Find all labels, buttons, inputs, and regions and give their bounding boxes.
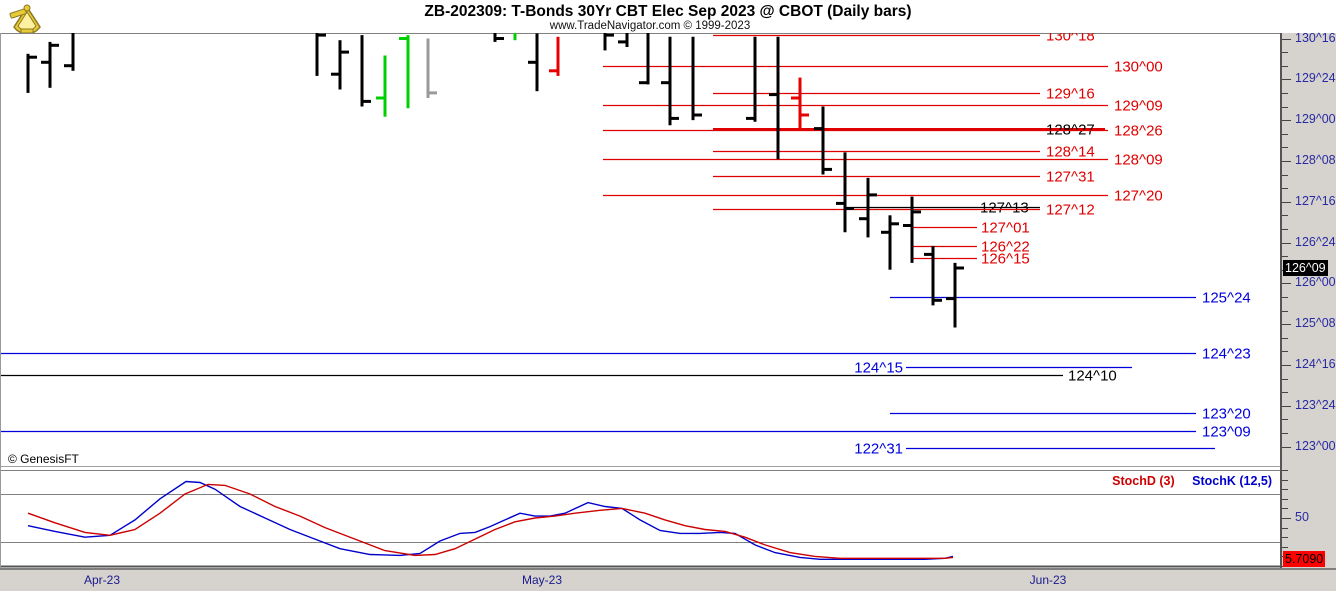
- price-axis-label: 126^24: [1295, 234, 1336, 249]
- price-axis-label: 124^16: [1295, 356, 1336, 371]
- price-line-label: 124^23: [1202, 346, 1251, 363]
- price-line-label: 127^12: [1046, 202, 1095, 219]
- price-axis-label: 128^08: [1295, 152, 1336, 167]
- stochastic-legend: StochD (3) StochK (12,5): [0, 474, 1272, 488]
- price-axis-tick: [1282, 79, 1291, 81]
- price-line-label: 126^22: [981, 239, 1030, 256]
- price-axis-tick: [1282, 228, 1288, 230]
- last-price-badge: 126^09: [1283, 260, 1328, 276]
- price-axis-tick: [1282, 405, 1291, 407]
- date-axis[interactable]: Apr-23 May-23 Jun-23: [0, 568, 1336, 591]
- price-axis-tick: [1282, 256, 1288, 258]
- price-axis-label: 129^00: [1295, 112, 1336, 127]
- price-line-label: 129^16: [1046, 86, 1095, 103]
- price-axis-tick: [1282, 242, 1291, 244]
- price-line-label: 124^10: [1068, 368, 1117, 385]
- stoch-axis-tick: [1282, 498, 1288, 500]
- price-axis-tick: [1282, 120, 1291, 122]
- price-axis-tick: [1282, 364, 1291, 366]
- chart-header: ZB-202309: T-Bonds 30Yr CBT Elec Sep 202…: [0, 0, 1336, 35]
- price-line-label: 125^24: [1202, 290, 1251, 307]
- genesisft-watermark: © GenesisFT: [8, 452, 79, 466]
- stoch-axis-tick: [1282, 518, 1291, 519]
- price-axis-label: 125^08: [1295, 316, 1336, 331]
- price-line-label: 129^09: [1114, 98, 1163, 115]
- price-axis-tick: [1282, 446, 1291, 448]
- price-axis-tick: [1282, 310, 1288, 312]
- price-axis-tick: [1282, 38, 1291, 40]
- stoch-axis-tick: [1282, 527, 1288, 529]
- price-axis-label: 126^00: [1295, 275, 1336, 290]
- price-axis-tick: [1282, 392, 1288, 394]
- price-axis-tick: [1282, 174, 1288, 176]
- price-line-label: 127^01: [981, 220, 1030, 237]
- chart-left-border: [0, 33, 1, 568]
- price-axis-label: 123^24: [1295, 397, 1336, 412]
- price-axis-tick: [1282, 296, 1288, 298]
- stoch-axis-tick: [1282, 537, 1288, 539]
- price-line-label: 128^26: [1114, 123, 1163, 140]
- price-line-label: 127^13: [980, 200, 1029, 217]
- price-axis-tick: [1282, 106, 1288, 108]
- price-axis-tick: [1282, 419, 1288, 421]
- price-line-label: 123^09: [1202, 424, 1251, 441]
- price-axis-label: 123^00: [1295, 438, 1336, 453]
- price-axis-label: 127^16: [1295, 193, 1336, 208]
- price-axis-tick: [1282, 65, 1288, 67]
- price-axis-tick: [1282, 283, 1291, 285]
- stoch-series-stochd: [27, 483, 954, 559]
- price-line-label: 127^20: [1114, 188, 1163, 205]
- price-line-label: 124^15: [854, 360, 903, 377]
- trade-navigator-logo-icon[interactable]: [8, 1, 46, 35]
- stoch-axis-tick: [1282, 479, 1288, 481]
- price-axis-tick: [1282, 201, 1291, 203]
- price-axis-tick: [1282, 351, 1288, 353]
- price-axis-tick: [1282, 188, 1288, 190]
- date-axis-label: May-23: [521, 573, 563, 587]
- date-axis-label: Apr-23: [83, 573, 121, 587]
- stoch-axis-label: 50: [1295, 510, 1309, 524]
- price-axis-tick: [1282, 92, 1288, 94]
- price-line-label: 122^31: [854, 441, 903, 458]
- price-line-label: 128^14: [1046, 144, 1095, 161]
- stoch-axis-tick: [1282, 489, 1288, 491]
- stoch-series-stochk: [27, 480, 954, 560]
- stochastic-panel[interactable]: [0, 468, 1280, 568]
- stochk-legend-label[interactable]: StochK (12,5): [1192, 474, 1272, 488]
- price-axis-tick: [1282, 337, 1288, 339]
- stoch-axis-tick: [1282, 508, 1288, 510]
- price-line-label: 130^00: [1114, 59, 1163, 76]
- price-line-label: 123^20: [1202, 406, 1251, 423]
- stoch-value-badge: 5.7090: [1283, 551, 1326, 567]
- price-axis-tick: [1282, 160, 1291, 162]
- stoch-axis-tick: [1282, 546, 1288, 548]
- price-axis-tick: [1282, 215, 1288, 217]
- price-line-label: 128^09: [1114, 152, 1163, 169]
- stoch-axis-tick: [1282, 470, 1288, 471]
- date-axis-label: Jun-23: [1029, 573, 1067, 587]
- price-axis-tick: [1282, 147, 1288, 149]
- price-axis-label: 130^16: [1295, 30, 1336, 45]
- price-line-label: 130^18: [1046, 33, 1095, 45]
- chart-title: ZB-202309: T-Bonds 30Yr CBT Elec Sep 202…: [424, 3, 912, 20]
- chart-subtitle: www.TradeNavigator.com © 1999-2023: [549, 20, 751, 32]
- stochd-legend-label[interactable]: StochD (3): [1112, 474, 1175, 488]
- price-axis-label: 129^24: [1295, 71, 1336, 86]
- price-axis-tick: [1282, 378, 1288, 380]
- price-axis[interactable]: 126^09 5.7090 130^16 129^24 129^00 128^08 12…: [1280, 30, 1336, 568]
- price-axis-tick: [1282, 432, 1288, 434]
- price-line-label: 126^15: [981, 251, 1030, 268]
- price-line-label: 127^31: [1046, 169, 1095, 186]
- price-axis-tick: [1282, 52, 1288, 54]
- price-axis-tick: [1282, 133, 1288, 135]
- price-axis-tick: [1282, 324, 1291, 326]
